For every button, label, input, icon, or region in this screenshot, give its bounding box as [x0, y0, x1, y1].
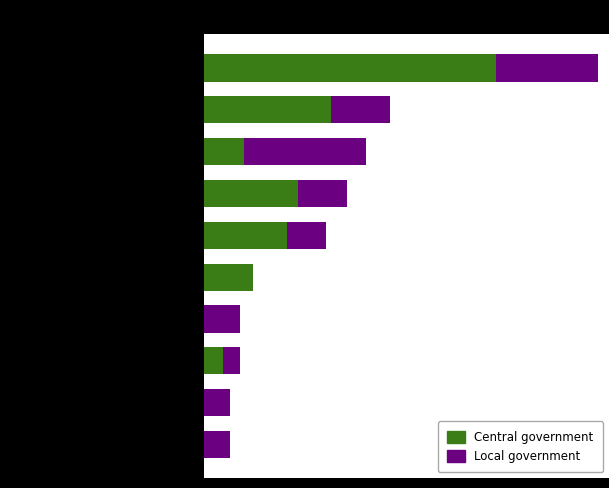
- Bar: [287, 222, 326, 249]
- Bar: [331, 96, 390, 123]
- Bar: [244, 138, 366, 165]
- Bar: [204, 389, 230, 416]
- Bar: [204, 138, 244, 165]
- Bar: [223, 347, 240, 374]
- Bar: [204, 431, 230, 458]
- Bar: [204, 347, 223, 374]
- Bar: [204, 180, 298, 207]
- Bar: [204, 264, 253, 291]
- Bar: [298, 180, 347, 207]
- Bar: [204, 305, 240, 332]
- Bar: [204, 222, 287, 249]
- Legend: Central government, Local government: Central government, Local government: [438, 422, 603, 472]
- Bar: [204, 54, 496, 81]
- Bar: [204, 96, 331, 123]
- Bar: [496, 54, 597, 81]
